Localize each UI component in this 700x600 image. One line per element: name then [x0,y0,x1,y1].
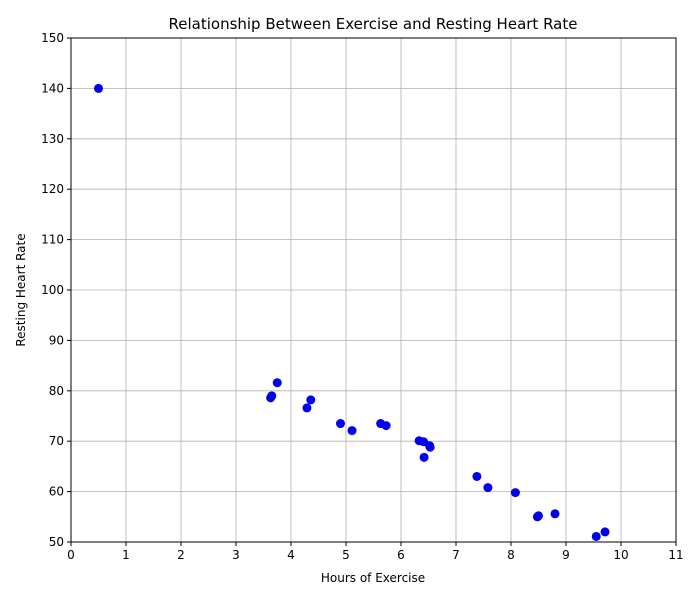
x-tick-label: 10 [613,548,628,562]
data-point [306,395,316,405]
x-tick-label: 2 [177,548,185,562]
x-axis-title: Hours of Exercise [321,571,425,585]
y-tick-label: 50 [49,535,64,549]
data-point [550,509,560,519]
data-point [347,426,357,436]
y-tick-label: 130 [41,132,64,146]
x-tick-label: 0 [67,548,75,562]
y-axis-title: Resting Heart Rate [14,233,28,346]
chart-title: Relationship Between Exercise and Restin… [169,15,578,33]
data-point [381,421,391,431]
data-point [510,488,520,498]
x-tick-label: 8 [507,548,515,562]
y-axis-ticks: 50 60 70 80 90 100 110 120 130 140 150 [41,31,71,549]
data-point [302,403,312,413]
x-tick-label: 6 [397,548,405,562]
data-point [483,483,493,493]
y-tick-label: 140 [41,81,64,95]
data-point [272,378,282,388]
data-point [336,419,345,429]
x-tick-label: 7 [452,548,460,562]
y-tick-label: 60 [49,485,64,499]
data-point [419,452,429,462]
data-points [94,83,610,541]
data-point [591,531,601,541]
data-point [425,442,435,452]
y-tick-label: 150 [41,31,64,45]
y-tick-label: 100 [41,283,64,297]
x-tick-label: 3 [232,548,240,562]
data-point [267,391,277,401]
y-tick-label: 110 [41,233,64,247]
x-tick-label: 11 [668,548,683,562]
data-point [94,83,103,93]
data-point [600,527,610,537]
x-tick-label: 9 [562,548,570,562]
data-point [472,471,482,481]
y-tick-label: 120 [41,182,64,196]
x-tick-label: 5 [342,548,350,562]
x-axis-ticks: 0 1 2 3 4 5 6 7 8 9 10 11 [67,542,684,562]
x-tick-label: 4 [287,548,295,562]
y-tick-label: 90 [49,333,64,347]
y-tick-label: 80 [49,384,64,398]
data-point [534,511,543,521]
y-tick-label: 70 [49,434,64,448]
x-tick-label: 1 [122,548,130,562]
grid-lines [70,37,677,543]
